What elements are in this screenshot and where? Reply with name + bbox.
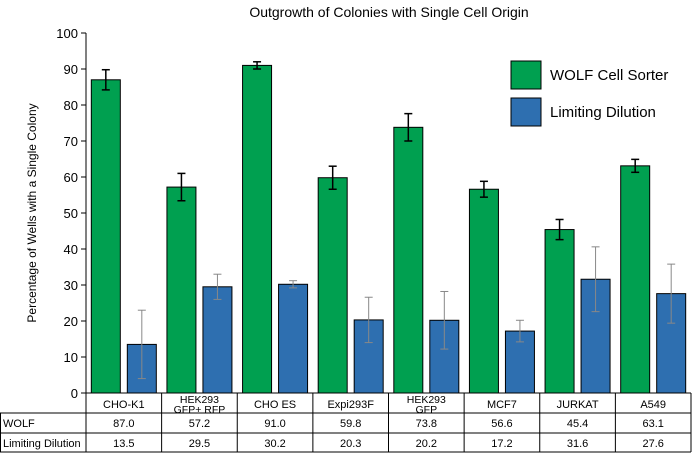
x-tick-label: GFP xyxy=(416,404,438,416)
data-label-limiting-dilution: 31.6 xyxy=(567,438,588,450)
y-tick-label: 80 xyxy=(64,98,78,113)
bar-wolf xyxy=(166,186,197,394)
chart-title: Outgrowth of Colonies with Single Cell O… xyxy=(249,4,528,20)
x-tick-label: HEK293 xyxy=(407,394,446,406)
data-label-wolf: 57.2 xyxy=(189,418,210,430)
x-tick-label: Expi293F xyxy=(327,399,374,411)
data-label-wolf: 59.8 xyxy=(340,418,361,430)
y-tick-label: 70 xyxy=(64,134,78,149)
data-label-wolf: 63.1 xyxy=(642,418,663,430)
legend-swatch-wolf xyxy=(510,60,542,90)
x-tick-label: MCF7 xyxy=(487,399,517,411)
y-tick-label: 0 xyxy=(71,386,78,401)
x-tick-label: HEK293 xyxy=(180,394,219,406)
x-tick-label: GFP+ RFP xyxy=(174,404,226,416)
data-label-wolf: 73.8 xyxy=(416,418,437,430)
legend-label-wolf: WOLF Cell Sorter xyxy=(550,67,668,84)
data-label-wolf: 56.6 xyxy=(491,418,512,430)
y-tick-label: 30 xyxy=(64,278,78,293)
data-label-limiting-dilution: 29.5 xyxy=(189,438,210,450)
bar-limiting-dilution xyxy=(278,283,309,394)
data-label-limiting-dilution: 20.2 xyxy=(416,438,437,450)
y-tick-label: 40 xyxy=(64,242,78,257)
bar-wolf xyxy=(393,126,424,394)
bar-wolf xyxy=(468,188,499,394)
data-label-limiting-dilution: 20.3 xyxy=(340,438,361,450)
data-label-wolf: 45.4 xyxy=(567,418,588,430)
data-label-wolf: 87.0 xyxy=(113,418,134,430)
bar-wolf xyxy=(544,229,575,394)
x-tick-label: A549 xyxy=(640,399,666,411)
bar-wolf xyxy=(317,177,348,394)
x-tick-label: CHO-K1 xyxy=(103,399,145,411)
y-tick-label: 10 xyxy=(64,350,78,365)
data-label-limiting-dilution: 13.5 xyxy=(113,438,134,450)
x-tick-label: CHO ES xyxy=(254,399,296,411)
bar-wolf xyxy=(90,79,121,394)
bar-wolf xyxy=(242,64,273,394)
table-row-label: WOLF xyxy=(3,418,35,430)
x-tick-label: JURKAT xyxy=(557,399,599,411)
y-tick-label: 20 xyxy=(64,314,78,329)
data-label-limiting-dilution: 17.2 xyxy=(491,438,512,450)
data-label-limiting-dilution: 30.2 xyxy=(264,438,285,450)
y-tick-label: 60 xyxy=(64,170,78,185)
legend-label-limiting-dilution: Limiting Dilution xyxy=(550,104,656,121)
data-label-limiting-dilution: 27.6 xyxy=(642,438,663,450)
data-label-wolf: 91.0 xyxy=(264,418,285,430)
y-tick-label: 90 xyxy=(64,62,78,77)
bar-wolf xyxy=(620,165,651,394)
legend-swatch-limiting-dilution xyxy=(510,97,542,127)
table-row-label: Limiting Dilution xyxy=(3,438,81,450)
y-tick-label: 50 xyxy=(64,206,78,221)
y-axis-label: Percentage of Wells with a Single Colony xyxy=(25,103,39,322)
bar-limiting-dilution xyxy=(202,286,233,394)
y-tick-label: 100 xyxy=(56,26,78,41)
